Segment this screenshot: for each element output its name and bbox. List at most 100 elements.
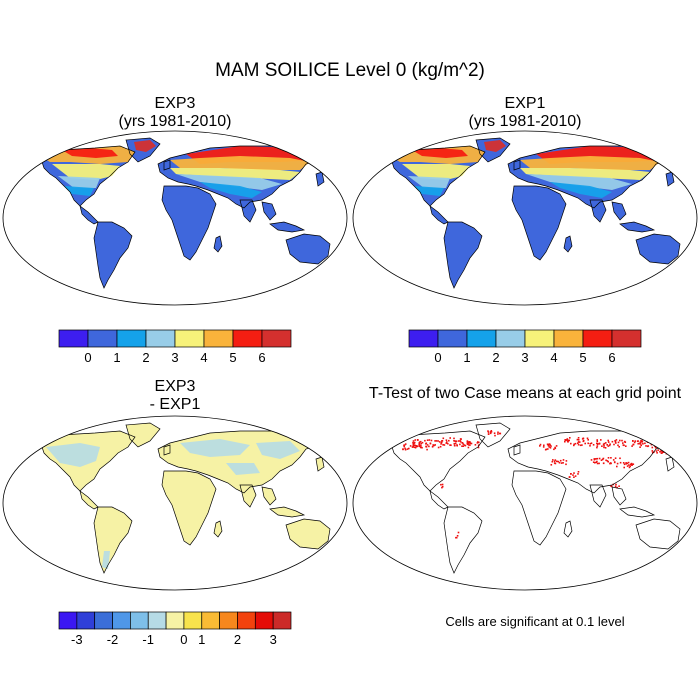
signif-cell [547, 443, 550, 446]
signif-cell [487, 430, 489, 432]
signif-cell [550, 464, 553, 466]
signif-cell [587, 439, 589, 441]
signif-cell [441, 485, 444, 488]
colorbar-diff-swatch [130, 611, 149, 630]
signif-cell [548, 443, 551, 445]
signif-cell [614, 485, 617, 488]
land-centralAmerica [80, 206, 98, 224]
signif-cell [462, 445, 465, 447]
coast-uk [513, 159, 521, 171]
signif-cell [594, 461, 596, 464]
signif-cell [418, 441, 421, 443]
signif-cell [406, 448, 409, 450]
signif-cell [622, 462, 625, 464]
colorbar-exp3: 0 1 2 3 4 5 6 [58, 329, 292, 365]
map-layer [389, 422, 681, 574]
signif-cell [552, 459, 554, 461]
signif-cell [413, 446, 416, 448]
land-indonesia [620, 222, 654, 232]
colorbar-exp3-tick-label: 4 [200, 350, 207, 365]
signif-cell [450, 444, 452, 446]
signif-cell [617, 444, 619, 447]
signif-cell [658, 439, 661, 441]
signif-cell [581, 438, 584, 440]
colorbar-diff-swatch [219, 611, 238, 630]
signif-cell [454, 444, 456, 447]
signif-cell [458, 440, 460, 442]
colorbar-exp3-swatch [87, 329, 118, 348]
signif-cell [565, 463, 567, 466]
coast-centralAmerica [79, 205, 99, 225]
map-layer [39, 422, 331, 574]
na-diff-blue [46, 443, 100, 467]
land-madagascar [214, 521, 222, 537]
signif-cell [440, 483, 442, 486]
signif-cell [547, 444, 550, 447]
signif-cell [640, 441, 643, 443]
greenland-band [134, 140, 156, 152]
signif-cell [578, 441, 581, 443]
signif-cell [590, 442, 593, 444]
signif-cell [562, 462, 564, 464]
signif-cell [459, 443, 461, 446]
signif-cell [618, 446, 620, 448]
signif-cell [623, 463, 626, 466]
land-southAmerica [444, 222, 482, 288]
signif-cell [470, 442, 473, 445]
coast-africa [161, 185, 217, 261]
signif-cell [662, 447, 665, 449]
eu-diff-blue-2 [256, 441, 300, 459]
coast-australia [285, 518, 331, 550]
signif-cell [649, 440, 651, 442]
coast-greenland [125, 137, 161, 163]
signif-cell [499, 432, 502, 435]
coast-indonesia [269, 506, 306, 518]
signif-cell [467, 446, 470, 449]
colorbar-exp1-swatch [466, 329, 497, 348]
signif-cell [632, 463, 635, 465]
significance-note: Cells are significant at 0.1 level [445, 614, 625, 629]
signif-cell [617, 441, 620, 444]
signif-cell [557, 460, 560, 463]
signif-cell [403, 445, 405, 448]
land-uk [164, 445, 170, 455]
signif-cell [554, 459, 557, 461]
signif-cell [402, 448, 404, 451]
signif-cell [414, 446, 417, 449]
signif-cell [621, 439, 623, 442]
land-australia [286, 519, 330, 549]
signif-cell [569, 476, 571, 478]
signif-cell [466, 443, 469, 446]
signif-cell [420, 446, 422, 449]
signif-cell [421, 441, 424, 444]
signif-cell [455, 440, 457, 443]
signif-cell [619, 439, 621, 442]
land-india [240, 200, 256, 222]
signif-cell [577, 437, 580, 439]
coast-southAmerica [93, 506, 133, 574]
signif-cell [596, 443, 599, 446]
greenland-band [484, 140, 506, 152]
signif-cell [616, 462, 619, 465]
signif-cell [426, 448, 428, 451]
na-light-band [408, 176, 450, 188]
signif-cell [596, 439, 598, 441]
coast-greenland [125, 422, 161, 448]
signif-cell [449, 437, 451, 439]
signif-cell [646, 445, 649, 448]
signif-cell [408, 447, 410, 450]
signif-cell [603, 446, 605, 449]
eu-light-band [176, 174, 282, 190]
colorbar-diff-tick-label: 1 [198, 632, 205, 647]
signif-cell [456, 444, 458, 447]
panel-title-exp1: EXP1 (yrs 1981-2010) [425, 95, 625, 131]
signif-cell [457, 531, 460, 534]
signif-cell [559, 459, 562, 462]
coast-seAsia [611, 201, 627, 221]
signif-cell [434, 444, 436, 446]
signif-cell [593, 458, 596, 460]
map-exp1 [352, 130, 698, 306]
signif-cell [606, 444, 608, 446]
colorbar-diff-tick-label: 2 [234, 632, 241, 647]
signif-cell [602, 457, 605, 460]
